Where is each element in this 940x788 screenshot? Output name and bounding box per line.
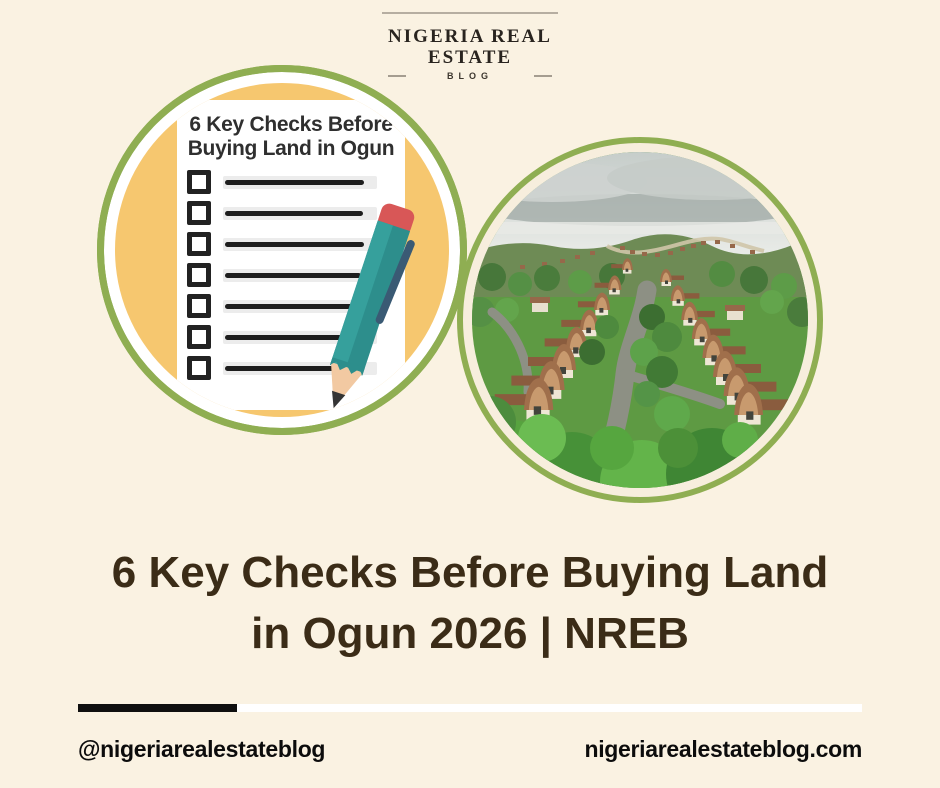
checklist-line [225, 303, 358, 309]
checkbox-icon [187, 356, 211, 380]
footer: @nigeriarealestateblog nigeriarealestate… [78, 736, 862, 763]
estate-aerial-photo [472, 152, 808, 488]
checkbox-icon [187, 170, 211, 194]
checkbox-icon [187, 325, 211, 349]
divider-white-segment [237, 704, 862, 712]
checklist-line [225, 210, 363, 216]
pencil-clip [375, 240, 415, 324]
logo-subtitle-row: BLOG [388, 71, 552, 81]
checklist-line [225, 272, 361, 278]
center-trees [579, 304, 690, 432]
logo-rule [382, 12, 558, 14]
checklist-circle-inner: 6 Key Checks Before Buying Land in Ogun [115, 83, 449, 417]
checklist-row [187, 201, 405, 225]
logo-subtitle: BLOG [447, 71, 493, 81]
checklist-line-bar [223, 175, 377, 189]
social-handle: @nigeriarealestateblog [78, 736, 326, 762]
pencil-illustration [330, 203, 415, 409]
logo-title-line2: ESTATE [427, 47, 513, 68]
checkbox-icon [187, 201, 211, 225]
checklist-row [187, 170, 405, 194]
checklist-title: 6 Key Checks Before Buying Land in Ogun [177, 113, 405, 161]
logo-title-line1: NIGERIA REAL [388, 26, 552, 47]
logo-dash-left [388, 75, 406, 77]
page-title-line1: 6 Key Checks Before Buying Land [111, 548, 829, 597]
checkbox-icon [187, 263, 211, 287]
checkbox-icon [187, 232, 211, 256]
checklist-row [187, 263, 405, 287]
checklist-line [225, 179, 364, 185]
checklist-line-bar [223, 268, 377, 282]
checklist-title-line2: Buying Land in Ogun [187, 137, 395, 160]
checklist-circle: 6 Key Checks Before Buying Land in Ogun [97, 65, 467, 435]
distant-roofs [520, 240, 755, 269]
mid-trees [472, 261, 808, 327]
checklist-line-bar [223, 237, 377, 251]
checklist-line-bar [223, 299, 377, 313]
checklist-line-bar [223, 206, 377, 220]
checklist-row [187, 232, 405, 256]
logo-dash-right [534, 75, 552, 77]
website-url: nigeriarealestateblog.com [584, 736, 862, 762]
checklist-rows [177, 170, 405, 380]
divider-bar [78, 704, 862, 712]
checklist-line [225, 334, 355, 340]
page-title-line2: in Ogun 2026 | NREB [251, 609, 689, 658]
logo-title: NIGERIA REAL ESTATE [0, 26, 940, 68]
checklist-line [225, 365, 362, 371]
estate-photo-illustration [472, 152, 808, 488]
page-title: 6 Key Checks Before Buying Land in Ogun … [0, 542, 940, 664]
right-house-row [660, 269, 792, 425]
checkbox-icon [187, 294, 211, 318]
checklist-row [187, 294, 405, 318]
pencil-tip [332, 390, 346, 409]
brand-logo: NIGERIA REAL ESTATE BLOG [0, 12, 940, 81]
divider-black-segment [78, 704, 237, 712]
checklist-line [225, 241, 364, 247]
checklist-title-line1: 6 Key Checks Before [189, 113, 393, 136]
left-house-row [494, 258, 633, 420]
